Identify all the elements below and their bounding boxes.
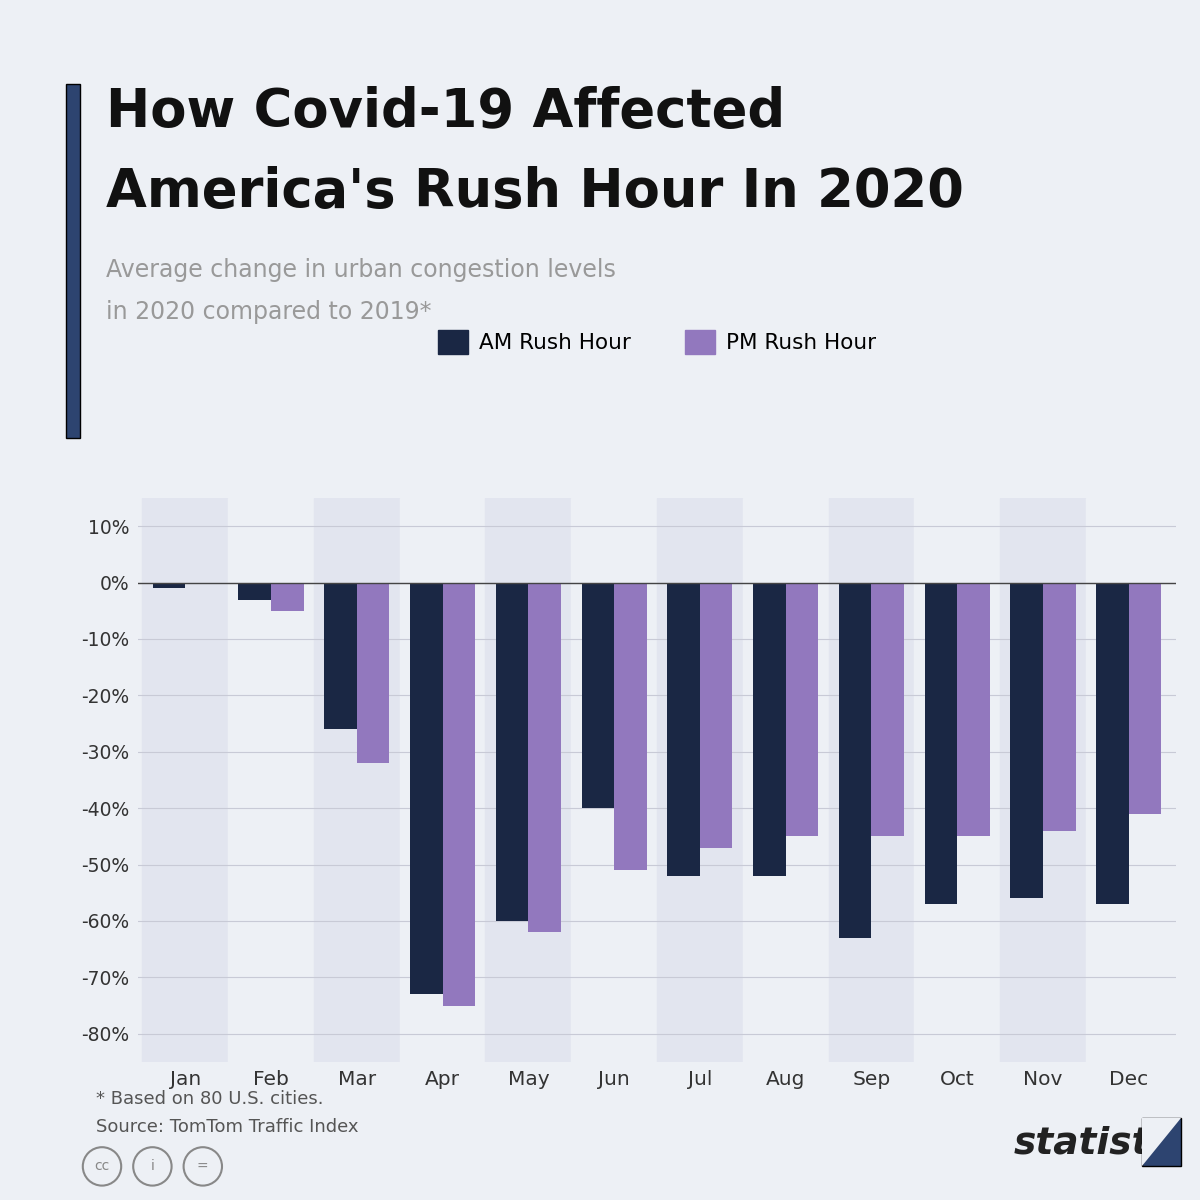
Bar bbox=[1010, 582, 1043, 899]
Text: cc: cc bbox=[95, 1159, 109, 1174]
Bar bbox=[400, 498, 486, 1062]
Bar bbox=[958, 582, 990, 836]
Bar bbox=[443, 582, 475, 1006]
Bar bbox=[239, 582, 271, 600]
Text: in 2020 compared to 2019*: in 2020 compared to 2019* bbox=[106, 300, 431, 324]
Bar bbox=[314, 498, 400, 1062]
Text: Average change in urban congestion levels: Average change in urban congestion level… bbox=[106, 258, 616, 282]
Bar bbox=[839, 582, 871, 938]
Bar bbox=[658, 498, 743, 1062]
Text: America's Rush Hour In 2020: America's Rush Hour In 2020 bbox=[106, 166, 964, 217]
Bar bbox=[667, 582, 700, 876]
Bar bbox=[743, 498, 828, 1062]
Bar bbox=[410, 582, 443, 995]
Text: i: i bbox=[150, 1159, 155, 1174]
Bar bbox=[1097, 582, 1129, 904]
Bar bbox=[496, 582, 528, 922]
Bar bbox=[1129, 582, 1162, 814]
Legend: AM Rush Hour, PM Rush Hour: AM Rush Hour, PM Rush Hour bbox=[438, 330, 876, 354]
Bar bbox=[828, 498, 914, 1062]
Bar bbox=[700, 582, 732, 847]
Bar bbox=[1086, 498, 1171, 1062]
Bar bbox=[152, 582, 185, 588]
Bar bbox=[271, 582, 304, 611]
Bar bbox=[356, 582, 389, 763]
Bar bbox=[1000, 498, 1086, 1062]
Bar bbox=[324, 582, 356, 730]
Text: =: = bbox=[197, 1159, 209, 1174]
Text: Source: TomTom Traffic Index: Source: TomTom Traffic Index bbox=[96, 1118, 359, 1136]
Bar bbox=[528, 582, 560, 932]
Bar bbox=[925, 582, 958, 904]
Bar bbox=[1043, 582, 1075, 830]
Text: How Covid-19 Affected: How Covid-19 Affected bbox=[106, 86, 785, 138]
Bar bbox=[754, 582, 786, 876]
Bar bbox=[914, 498, 1000, 1062]
Bar bbox=[614, 582, 647, 870]
Text: * Based on 80 U.S. cities.: * Based on 80 U.S. cities. bbox=[96, 1090, 324, 1108]
Bar bbox=[571, 498, 658, 1062]
Bar bbox=[486, 498, 571, 1062]
Bar bbox=[871, 582, 904, 836]
Bar bbox=[143, 498, 228, 1062]
Bar bbox=[582, 582, 614, 809]
Bar bbox=[228, 498, 314, 1062]
Bar bbox=[786, 582, 818, 836]
Text: statista: statista bbox=[1014, 1126, 1176, 1162]
